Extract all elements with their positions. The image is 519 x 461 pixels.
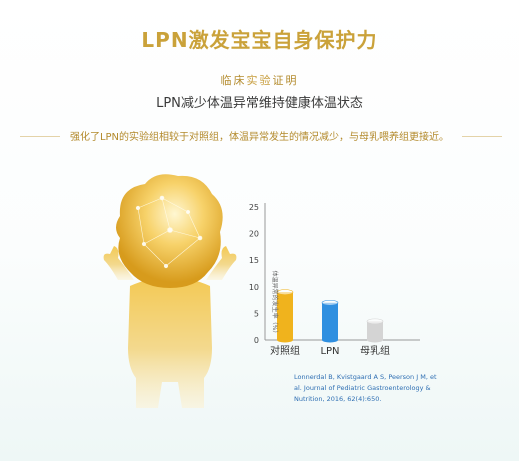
temperature-abnormal-chart: 0 5 10 15 20 25 对照组 LPN 母乳组 体温异常的发生率（%） (249, 203, 420, 357)
bar-3 (366, 318, 384, 343)
bar-top (321, 299, 339, 306)
child-silhouette-icon (103, 174, 237, 408)
y-tick-label: 5 (254, 309, 259, 318)
bar-body (322, 302, 338, 340)
bar-base (367, 337, 383, 343)
bar-1 (276, 289, 294, 343)
bar-base (322, 337, 338, 343)
y-tick-label: 10 (249, 283, 259, 292)
clinical-proof-label: 临床实验证明 (0, 72, 519, 88)
bar-top (276, 289, 294, 295)
y-tick-label: 0 (254, 336, 259, 345)
bar-2 (321, 299, 339, 343)
page-title: LPN激发宝宝自身保护力 (141, 28, 378, 52)
bar-top (366, 318, 384, 325)
description: 强化了LPN的实验组相较于对照组，体温异常发生的情况减少，与母乳喂养组更接近。 (69, 132, 450, 143)
subtitle: LPN减少体温异常维持健康体温状态 (156, 96, 363, 111)
clinical-highlight: 实验 (246, 74, 273, 87)
reference-citation: Lonnerdal B, Kvistgaard A S, Peerson J M… (294, 373, 437, 403)
clinical-suffix: 证明 (272, 74, 299, 87)
clinical-prefix: 临床 (220, 74, 247, 87)
y-tick-label: 15 (249, 256, 259, 265)
bar-body (367, 321, 383, 340)
x-tick-label: 母乳组 (360, 344, 390, 357)
bar-body (277, 292, 293, 340)
x-tick-label: LPN (320, 346, 339, 357)
y-tick-label: 20 (249, 230, 259, 239)
y-tick-label: 25 (249, 203, 259, 212)
divider-right (462, 136, 502, 137)
y-axis-label: 体温异常的发生率（%） (271, 271, 279, 337)
bar-base (277, 337, 293, 343)
x-tick-label: 对照组 (270, 344, 300, 357)
divider-left (20, 136, 60, 137)
